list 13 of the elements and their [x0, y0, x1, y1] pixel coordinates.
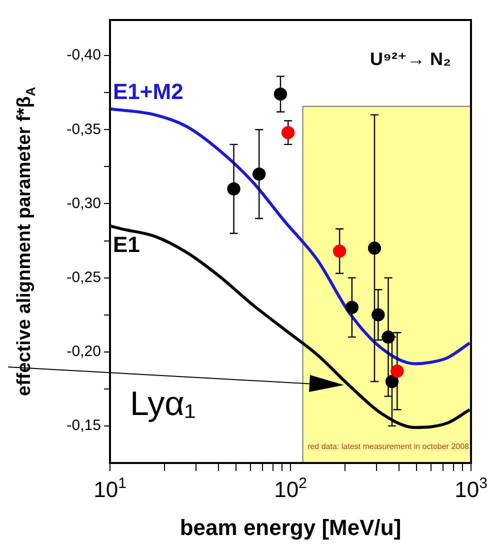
- x-axis-title: beam energy [MeV/u]: [180, 515, 402, 540]
- y-tick-label: -0,40: [66, 46, 101, 64]
- series-label: E1: [113, 232, 140, 257]
- series-label: E1+M2: [113, 78, 184, 104]
- band-label: red data: latest measurement in october 2008: [308, 442, 470, 451]
- annotation: Lyα₁: [130, 385, 196, 423]
- text: U⁹²⁺→ N₂: [370, 49, 452, 69]
- y-tick-label: -0,30: [66, 194, 101, 212]
- y-tick-label: -0,35: [66, 120, 101, 138]
- y-tick-label: -0,20: [66, 343, 101, 360]
- y-tick-label: -0,25: [66, 268, 101, 286]
- y-axis-title: effective alignment parameter f*βA: [14, 86, 38, 396]
- y-tick-label: -0,15: [66, 417, 101, 434]
